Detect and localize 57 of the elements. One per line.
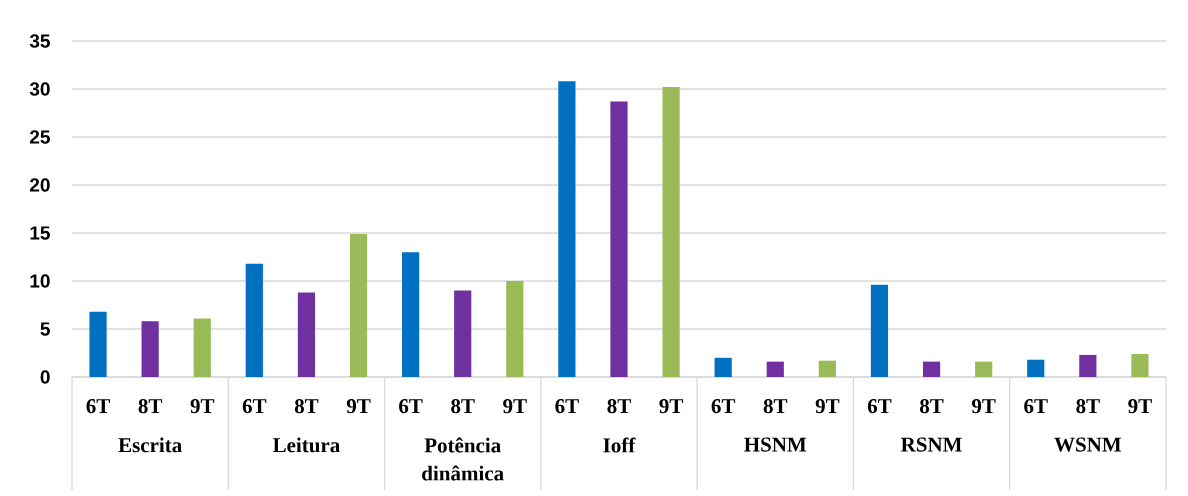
text: 8T [919,399,944,414]
text: 9T [190,399,215,414]
bar [558,81,576,377]
y-tick-label: 35 [29,34,50,48]
bar [818,360,836,377]
bar [766,361,784,377]
bar [662,87,680,377]
x-tick-label: Escrita [118,437,182,453]
x-tick-label: WSNM [1054,437,1122,452]
bar [402,252,420,377]
bar [1027,359,1045,377]
y-tick-label: 25 [30,130,50,144]
bar [141,321,159,377]
text: 8T [763,399,788,414]
bar [714,357,732,377]
text: 8T [294,399,319,414]
bar [297,292,316,377]
text: 6T [1024,399,1048,414]
text: 9T [815,399,840,414]
x-tick-label: Leitura [272,437,340,453]
text: 9T [1128,399,1152,414]
bar [1131,353,1149,377]
bar [454,290,472,377]
bar [975,361,993,377]
text: 9T [659,399,684,414]
text: 8T [451,399,475,414]
y-tick-label: 0 [40,370,50,384]
bar [506,281,524,377]
bar [922,361,941,377]
text: 6T [399,399,423,414]
x-tick-label: HSNM [744,437,807,452]
text: 6T [711,399,736,414]
y-tick-label: 30 [29,82,50,96]
series-label: 6T [555,399,579,414]
text: 6T [242,399,267,414]
y-tick-label: 10 [30,274,50,288]
text: 9T [971,399,996,414]
x-tick-label: RSNM [901,437,962,452]
bar [870,284,889,377]
y-tick-label: 20 [30,178,50,192]
text: 6T [86,399,110,414]
bar [1079,354,1097,377]
bar [610,101,628,377]
text: 6T [867,399,892,414]
bar [193,318,211,377]
x-tick-label: Ioff [603,437,636,453]
text: 8T [138,399,163,414]
x-tick-label: Potência dinâmica [422,437,504,481]
text: 8T [1076,399,1100,414]
bar [89,311,107,377]
series-label: 9T [503,399,527,414]
text: 9T [346,399,371,414]
bar [349,233,368,377]
bar [245,263,263,377]
y-tick-label: 5 [40,322,50,336]
series-label: 8T [607,399,631,414]
y-tick-label: 15 [30,226,50,240]
